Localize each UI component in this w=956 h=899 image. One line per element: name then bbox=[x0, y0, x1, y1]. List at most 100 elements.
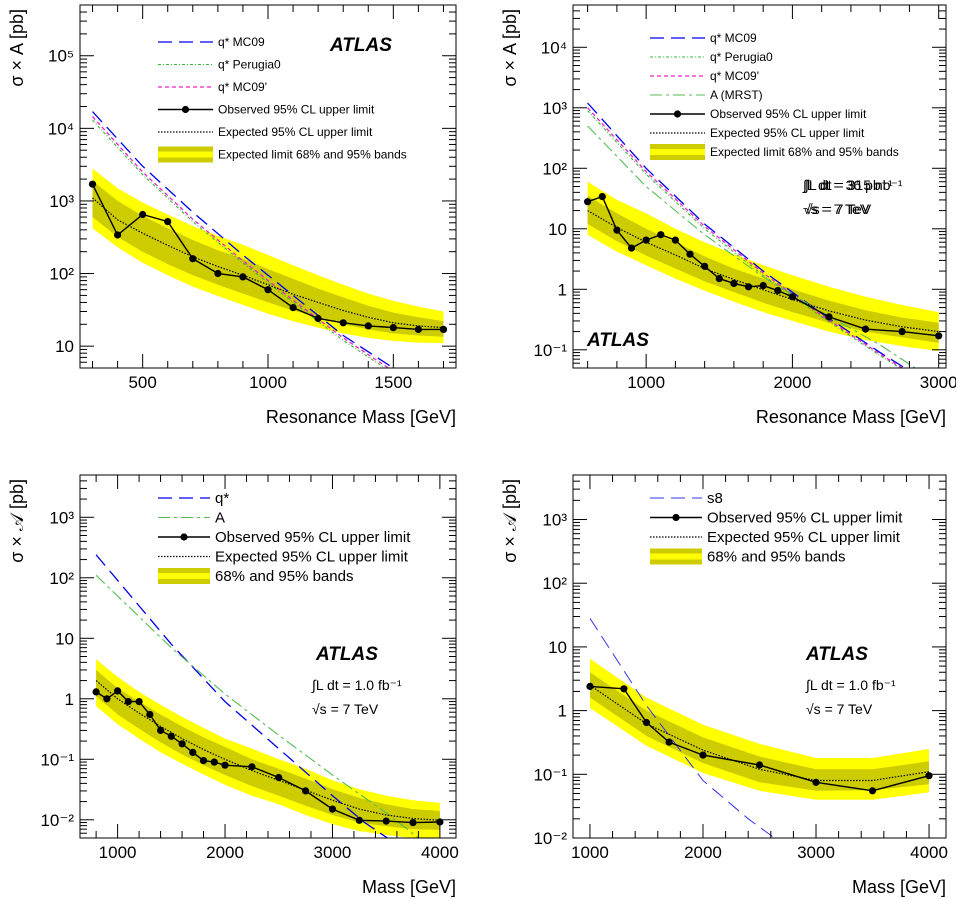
observed-point bbox=[759, 282, 767, 290]
y-tick-label: 10⁵ bbox=[48, 47, 74, 66]
observed-point bbox=[686, 250, 694, 258]
observed-point bbox=[439, 325, 448, 333]
band-95 bbox=[92, 168, 444, 344]
observed-point bbox=[146, 710, 154, 719]
x-tick-label: 500 bbox=[128, 373, 156, 392]
y-axis-label: σ × 𝒜 [pb] bbox=[7, 479, 27, 563]
y-tick-label: 1 bbox=[65, 690, 74, 709]
observed-point bbox=[339, 319, 347, 327]
observed-point bbox=[88, 180, 97, 188]
legend-entry-label: Observed 95% CL upper limit bbox=[215, 529, 411, 546]
observed-point bbox=[620, 685, 628, 693]
observed-point bbox=[264, 286, 272, 294]
x-tick-label: 1000 bbox=[99, 843, 137, 862]
panel-2: 10⁻¹ 1 10 10² 10³ 10⁴ 1000 2000 3000 Resonance Ma… bbox=[500, 4, 956, 427]
observed-point bbox=[744, 283, 753, 291]
observed-point bbox=[861, 325, 870, 333]
x-axis-label: Mass [GeV] bbox=[362, 877, 456, 897]
observed-point bbox=[239, 273, 247, 281]
x-tick-label: 2000 bbox=[773, 373, 811, 392]
legend-entry-label: q* Perugia0 bbox=[710, 50, 773, 64]
x-tick-label: 4000 bbox=[421, 843, 459, 862]
observed-point bbox=[92, 688, 100, 696]
panel-4: 10⁻² 10⁻¹ 1 10 10² 10³ 1000 2000 3000 4000 Mass [G… bbox=[500, 474, 948, 897]
legend-entry-label: q* MC09 bbox=[218, 35, 265, 49]
y-tick-label: 10 bbox=[548, 220, 567, 239]
legend-entry-label: Expected limit 68% and 95% bands bbox=[710, 145, 899, 159]
y-tick-label: 10 bbox=[55, 629, 74, 648]
legend: q* MC09 q* Perugia0 q* MC09' A (MRST) Observ… bbox=[650, 31, 899, 160]
y-tick-label: 10⁻² bbox=[40, 811, 74, 830]
y-tick-label: 10² bbox=[49, 569, 74, 588]
x-tick-label: 3000 bbox=[920, 373, 956, 392]
y-tick-label: 10³ bbox=[49, 192, 74, 211]
legend-entry-label: s8 bbox=[707, 490, 723, 507]
x-axis-label: Resonance Mass [GeV] bbox=[756, 407, 946, 427]
y-tick-label: 10³ bbox=[542, 99, 567, 118]
observed-point bbox=[598, 193, 606, 201]
observed-point bbox=[210, 758, 218, 766]
legend-entry-label: q* MC09 bbox=[710, 31, 757, 45]
legend-marker bbox=[180, 533, 188, 541]
experiment-label: ATLAS bbox=[329, 35, 392, 56]
y-tick-label: 10 bbox=[548, 638, 567, 657]
observed-point bbox=[275, 773, 283, 782]
observed-point bbox=[389, 324, 397, 332]
observed-point bbox=[164, 218, 172, 226]
y-tick-label: 10⁻² bbox=[533, 829, 567, 848]
y-tick-label: 10² bbox=[49, 265, 74, 284]
legend-entry-label: q* Perugia0 bbox=[218, 58, 281, 72]
observed-point bbox=[657, 231, 665, 239]
legend-entry-label: A (MRST) bbox=[710, 88, 763, 102]
observed-point bbox=[409, 819, 417, 827]
legend-entry-label: Expected 95% CL upper limit bbox=[215, 549, 409, 566]
observed-point bbox=[355, 816, 363, 824]
series-line bbox=[587, 107, 904, 368]
plot-area bbox=[586, 618, 933, 838]
observed-point bbox=[157, 726, 165, 735]
y-tick-label: 10³ bbox=[542, 511, 567, 530]
observed-point bbox=[812, 778, 820, 786]
observed-point bbox=[788, 293, 797, 301]
legend-marker bbox=[181, 105, 190, 114]
observed-point bbox=[248, 763, 256, 771]
observed-point bbox=[114, 231, 122, 239]
legend-entry-label: Observed 95% CL upper limit bbox=[218, 103, 375, 117]
y-tick-label: 1 bbox=[558, 702, 567, 721]
series-line bbox=[587, 102, 907, 368]
observed-point bbox=[289, 304, 297, 312]
legend-entry-label: Expected 95% CL upper limit bbox=[707, 529, 901, 546]
observed-point bbox=[613, 226, 621, 234]
observed-point bbox=[139, 210, 147, 219]
energy-label: √s = 7 TeV bbox=[805, 201, 872, 217]
observed-point bbox=[699, 751, 707, 759]
observed-point bbox=[103, 695, 111, 703]
legend: q* MC09 q* Perugia0 q* MC09' Observed 95% C… bbox=[158, 35, 407, 163]
observed-point bbox=[135, 698, 143, 706]
observed-point bbox=[214, 269, 222, 278]
observed-point bbox=[328, 805, 337, 813]
series-line bbox=[95, 680, 440, 821]
luminosity-label: ∫L dt = 1.0 fb⁻¹ bbox=[311, 677, 402, 693]
observed-point bbox=[302, 787, 310, 795]
observed-point bbox=[189, 255, 197, 263]
observed-point bbox=[199, 757, 208, 765]
y-axis-label: σ × A [pb] bbox=[500, 9, 520, 87]
y-tick-label: 10² bbox=[542, 574, 567, 593]
y-tick-label: 10³ bbox=[49, 508, 74, 527]
observed-point bbox=[414, 325, 422, 333]
x-tick-label: 2000 bbox=[684, 843, 722, 862]
band-95 bbox=[96, 659, 440, 838]
band-68 bbox=[96, 669, 440, 830]
y-tick-label: 10 bbox=[55, 337, 74, 356]
legend: s8 Observed 95% CL upper limit Expected 95… bbox=[650, 490, 903, 566]
observed-point bbox=[715, 275, 723, 283]
y-axis-label: σ × 𝒜 [pb] bbox=[500, 479, 520, 563]
observed-point bbox=[774, 287, 782, 295]
legend: q* A Observed 95% CL upper limit Expected 9… bbox=[158, 490, 411, 585]
x-tick-label: 1000 bbox=[249, 373, 287, 392]
observed-point bbox=[825, 313, 833, 321]
observed-point bbox=[935, 332, 943, 340]
